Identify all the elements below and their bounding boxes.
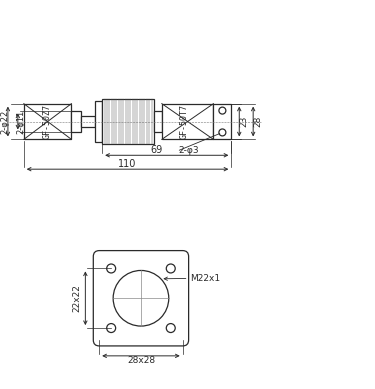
Text: GF-50T7: GF-50T7 xyxy=(179,104,188,139)
Text: 22x22: 22x22 xyxy=(72,284,81,312)
Text: 110: 110 xyxy=(118,159,137,169)
Bar xyxy=(72,110,81,132)
Text: 2-φ22: 2-φ22 xyxy=(0,109,9,134)
Bar xyxy=(213,103,231,139)
Text: 28x28: 28x28 xyxy=(127,356,155,365)
Circle shape xyxy=(107,264,116,273)
Bar xyxy=(81,116,95,128)
Circle shape xyxy=(113,270,169,326)
Text: 69: 69 xyxy=(151,145,163,155)
Bar xyxy=(102,99,154,144)
Text: 2-φ3: 2-φ3 xyxy=(179,146,200,155)
Circle shape xyxy=(219,129,226,136)
Circle shape xyxy=(166,264,175,273)
Text: M22x1: M22x1 xyxy=(190,274,221,283)
Circle shape xyxy=(166,324,175,333)
Circle shape xyxy=(107,324,116,333)
Text: 2-φ11: 2-φ11 xyxy=(16,109,26,134)
Bar xyxy=(154,110,162,132)
Text: 28: 28 xyxy=(254,116,262,127)
Bar xyxy=(24,103,72,139)
Circle shape xyxy=(219,107,226,114)
Bar xyxy=(162,103,213,139)
Text: GF-50Z7: GF-50Z7 xyxy=(43,104,52,139)
FancyBboxPatch shape xyxy=(93,251,189,346)
Text: 23: 23 xyxy=(240,116,249,127)
Bar xyxy=(95,101,102,142)
